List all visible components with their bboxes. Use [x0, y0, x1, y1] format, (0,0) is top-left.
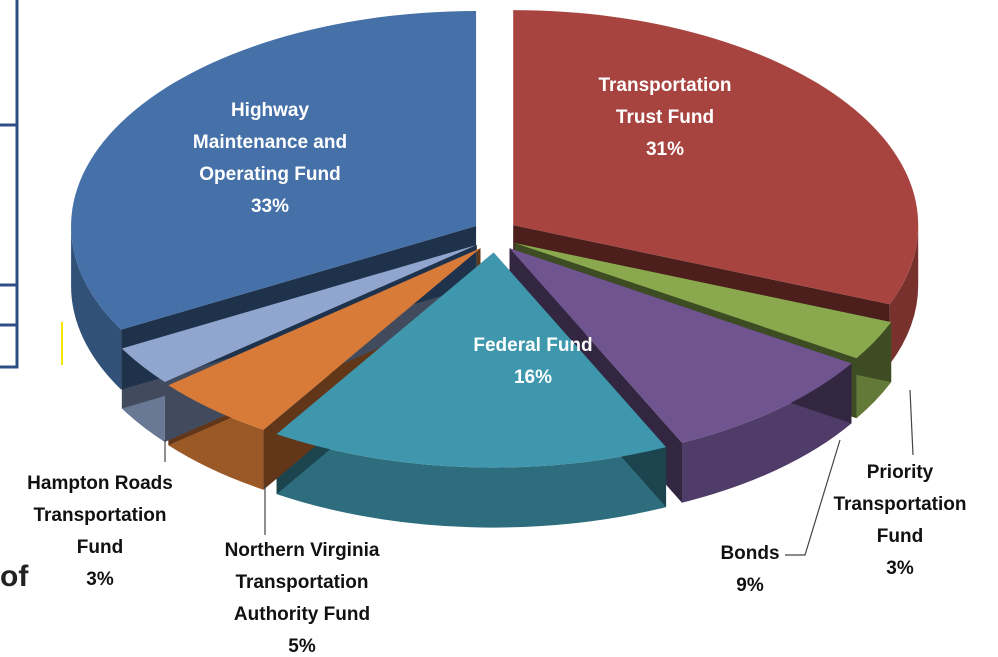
- slice-side: [889, 225, 919, 365]
- slice: [509, 248, 852, 443]
- category-label: Hampton Roads Transportation Fund: [27, 473, 173, 558]
- value-label: 31%: [645, 139, 685, 160]
- leader-line: [785, 439, 841, 556]
- slice-label: Hampton Roads Transportation Fund 3%: [11, 468, 189, 596]
- category-label: Northern Virginia Transportation Authori…: [224, 540, 380, 625]
- slice: [71, 11, 477, 330]
- background-box: [0, 0, 19, 369]
- category-label: Bonds: [720, 543, 780, 564]
- slice-side: [276, 434, 667, 528]
- value-label: 3%: [86, 569, 114, 590]
- category-label: Federal Fund: [473, 335, 593, 356]
- slice-side: [71, 226, 122, 390]
- slice: [514, 242, 892, 359]
- value-label: 3%: [886, 558, 914, 579]
- slice: [276, 252, 667, 468]
- slice-label: Priority Transportation Fund 3%: [818, 457, 983, 585]
- leader-line: [909, 389, 914, 456]
- background-text: of: [0, 560, 29, 593]
- slice-label: Bonds 9%: [710, 538, 790, 602]
- category-label: Priority Transportation Fund: [833, 462, 967, 547]
- value-label: 33%: [250, 196, 290, 217]
- value-label: 9%: [736, 575, 764, 596]
- category-label: Transportation Trust Fund: [598, 75, 732, 128]
- slice-label: Northern Virginia Transportation Authori…: [202, 535, 402, 657]
- value-label: 5%: [288, 636, 316, 657]
- slice-label: Federal Fund 16%: [453, 330, 613, 394]
- slice-label: Transportation Trust Fund 31%: [578, 70, 753, 166]
- slice: [168, 248, 481, 430]
- slice: [121, 244, 477, 382]
- category-label: Highway Maintenance and Operating Fund: [192, 100, 348, 185]
- slice: [513, 10, 919, 305]
- value-label: 16%: [513, 367, 553, 388]
- slice-label: Highway Maintenance and Operating Fund 33…: [173, 95, 368, 223]
